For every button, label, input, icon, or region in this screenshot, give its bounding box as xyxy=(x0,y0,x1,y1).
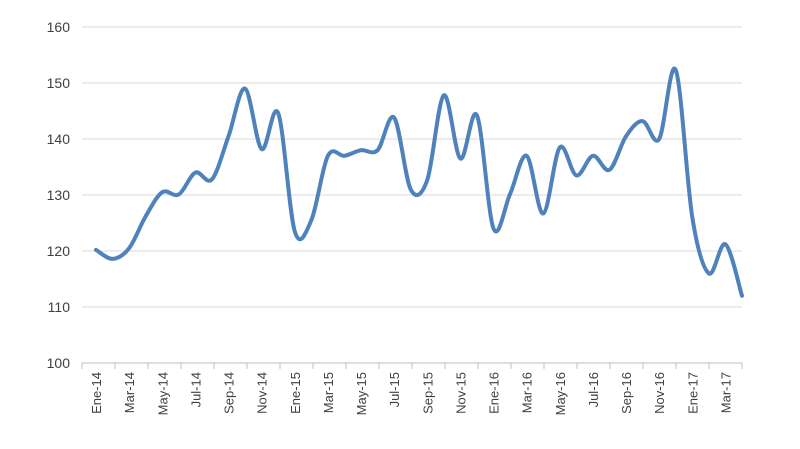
x-tick-label: Ene-16 xyxy=(487,372,502,414)
y-axis-tick-labels: 100 110 120 130 140 150 160 xyxy=(47,19,71,371)
x-tick-label: Mar-15 xyxy=(321,372,336,413)
x-tick-label: Ene-17 xyxy=(685,372,700,414)
y-tick-label: 150 xyxy=(47,75,71,91)
x-tick-label: May-15 xyxy=(354,372,369,415)
x-tick-label: Mar-14 xyxy=(122,372,137,413)
x-tick-label: Jul-16 xyxy=(586,372,601,407)
x-tick-label: Sep-14 xyxy=(222,372,237,414)
x-tick-label: Mar-16 xyxy=(520,372,535,413)
x-axis-tick-labels: Ene-14 Mar-14 May-14 Jul-14 Sep-14 Nov-14 Ene-… xyxy=(89,372,733,415)
series-line xyxy=(94,66,744,298)
x-tick-label: Ene-14 xyxy=(89,372,104,414)
x-tick-label: Jul-14 xyxy=(188,372,203,407)
y-tick-label: 140 xyxy=(47,131,71,147)
x-tick-label: Sep-15 xyxy=(420,372,435,414)
x-tick-label: Nov-16 xyxy=(652,372,667,414)
gridlines xyxy=(82,26,742,308)
y-tick-label: 160 xyxy=(47,19,71,35)
x-tick-label: Mar-17 xyxy=(718,372,733,413)
x-tick-label: Ene-15 xyxy=(288,372,303,414)
x-tick-label: Nov-14 xyxy=(255,372,270,414)
y-tick-label: 100 xyxy=(47,355,71,371)
x-tick-label: Sep-16 xyxy=(619,372,634,414)
x-tick-label: May-16 xyxy=(553,372,568,415)
y-tick-label: 130 xyxy=(47,187,71,203)
x-axis-tick-marks xyxy=(81,363,743,369)
x-tick-label: Nov-15 xyxy=(453,372,468,414)
y-tick-label: 120 xyxy=(47,243,71,259)
y-tick-label: 110 xyxy=(48,299,71,315)
x-tick-label: May-14 xyxy=(155,372,170,415)
x-tick-label: Jul-15 xyxy=(387,372,402,407)
